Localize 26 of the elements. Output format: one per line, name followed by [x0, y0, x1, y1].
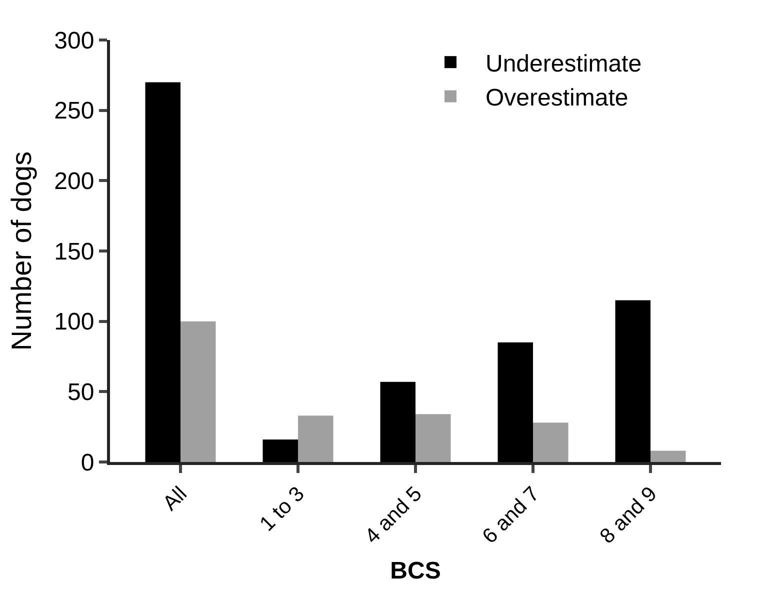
- bar: [416, 414, 451, 462]
- bar: [145, 82, 180, 462]
- x-tick-label: 4 and 5: [360, 482, 426, 548]
- y-tick-label: 150: [54, 238, 94, 266]
- legend-label: Overestimate: [486, 84, 628, 112]
- legend-label: Underestimate: [486, 50, 642, 78]
- y-tick-label: 250: [54, 98, 94, 125]
- y-axis-title: Number of dogs: [6, 151, 37, 351]
- x-axis-title: BCS: [390, 558, 441, 585]
- bar: [180, 321, 216, 462]
- x-tick-label: 8 and 9: [596, 482, 662, 548]
- y-tick-label: 50: [67, 379, 94, 406]
- bar: [298, 416, 334, 462]
- x-tick-label: All: [158, 482, 192, 516]
- bar: [615, 300, 650, 462]
- y-tick-label: 200: [54, 168, 94, 196]
- x-tick-label: 6 and 7: [478, 482, 544, 548]
- y-tick-label: 300: [54, 27, 94, 54]
- bar: [498, 342, 533, 462]
- bar: [533, 422, 568, 462]
- x-tick-label: 1 to 3: [256, 482, 309, 536]
- bar: [262, 439, 298, 462]
- bar: [650, 450, 686, 462]
- bar: [380, 382, 416, 462]
- y-tick-label: 0: [80, 449, 94, 476]
- y-tick-label: 100: [54, 308, 94, 336]
